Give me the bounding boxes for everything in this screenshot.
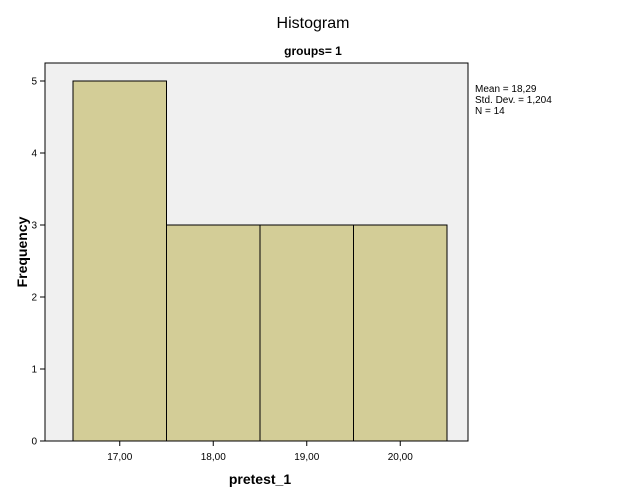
y-tick-label: 4: [31, 149, 37, 160]
stat-n: N = 14: [475, 106, 505, 117]
chart-title: Histogram: [277, 15, 350, 32]
chart-subtitle: groups= 1: [284, 44, 342, 58]
y-tick-label: 2: [31, 293, 37, 304]
histogram-bar: [72, 80, 167, 442]
x-axis-ticks: 17,00 18,00 19,00 20,00: [107, 441, 413, 463]
stat-std-dev: Std. Dev. = 1,204: [475, 95, 552, 106]
histogram-bar: [166, 224, 261, 442]
x-tick-label: 18,00: [201, 452, 226, 463]
stat-mean: Mean = 18,29: [475, 84, 537, 95]
x-axis-label: pretest_1: [229, 471, 291, 487]
x-tick-label: 20,00: [388, 452, 413, 463]
y-axis-label: Frequency: [14, 216, 30, 287]
y-tick-label: 1: [31, 365, 37, 376]
y-tick-label: 3: [31, 221, 37, 232]
bars-group: [72, 80, 448, 442]
histogram-bar: [259, 224, 354, 442]
x-tick-label: 19,00: [294, 452, 319, 463]
y-tick-label: 5: [31, 77, 37, 88]
x-tick-label: 17,00: [107, 452, 132, 463]
y-axis-ticks: 0 1 2 3 4 5: [31, 77, 45, 448]
y-tick-label: 0: [31, 437, 37, 448]
histogram-bar: [353, 224, 448, 442]
